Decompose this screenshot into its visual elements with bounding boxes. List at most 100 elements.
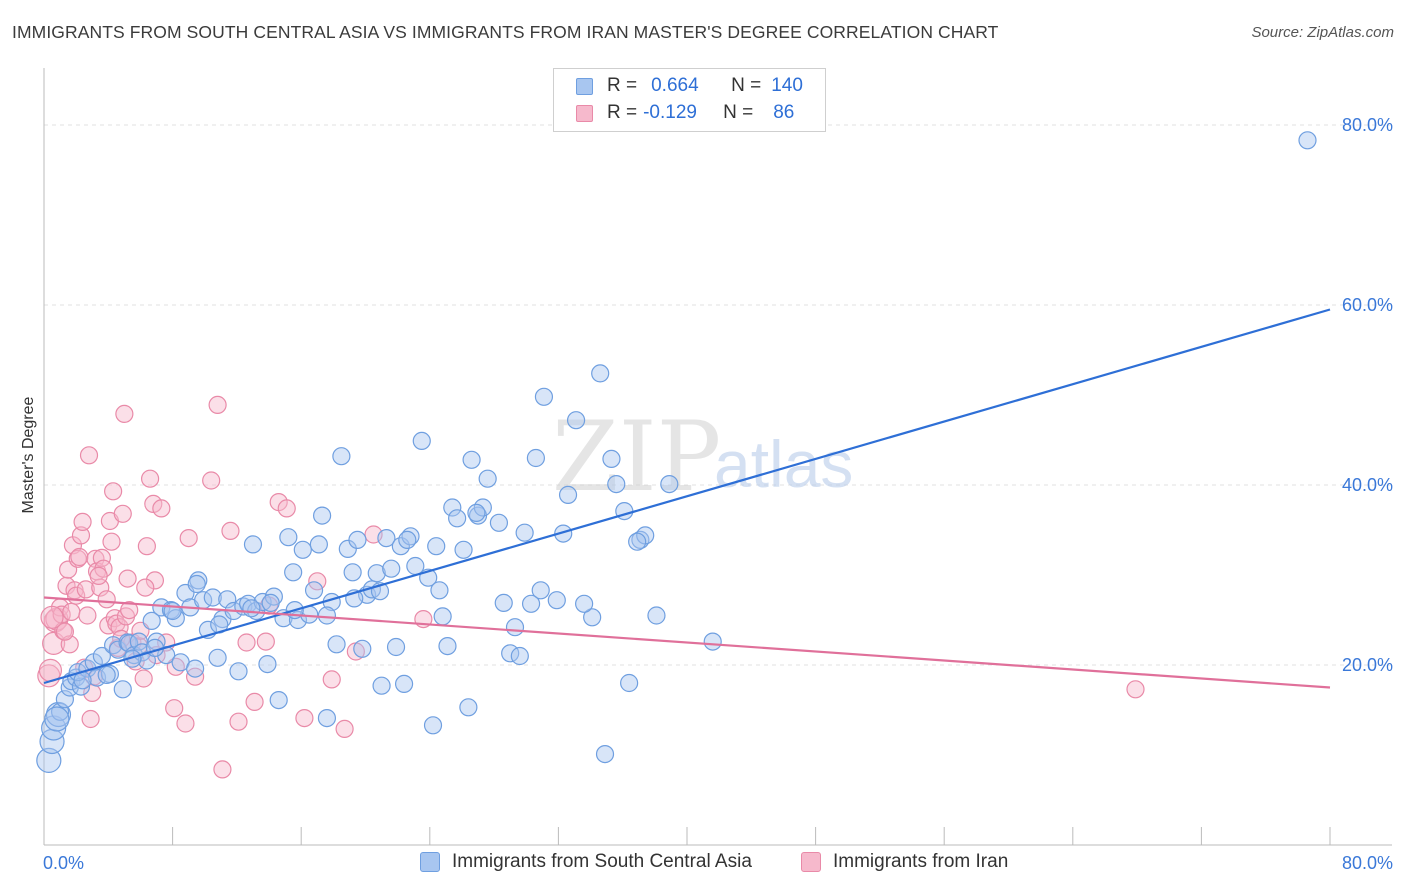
- iran-point: [70, 547, 89, 567]
- south-central-asia-point: [454, 540, 473, 559]
- iran-point: [208, 395, 227, 414]
- iran-point: [1126, 680, 1145, 699]
- south-central-asia-point: [377, 528, 396, 548]
- legend-r-label: R =: [607, 102, 638, 123]
- bottom-legend-swatch-pink: [801, 852, 821, 872]
- iran-trend-line: [43, 596, 1331, 689]
- south-central-asia-point: [203, 588, 222, 607]
- south-central-asia-points: [36, 131, 1317, 774]
- south-central-asia-point: [566, 411, 586, 430]
- south-central-asia-point: [534, 387, 554, 406]
- south-central-asia-point: [242, 599, 261, 618]
- iran-point: [118, 569, 137, 588]
- iran-point: [81, 709, 100, 729]
- south-central-asia-point: [55, 690, 74, 709]
- legend-n-value: 86: [773, 102, 795, 123]
- south-central-asia-point: [92, 646, 111, 666]
- south-central-asia-point: [430, 581, 449, 600]
- south-central-asia-point: [478, 469, 497, 488]
- south-central-asia-point: [36, 747, 62, 774]
- legend-r-label: R =: [607, 75, 638, 96]
- south-central-asia-point: [595, 744, 615, 764]
- south-central-asia-point: [394, 674, 414, 694]
- south-central-asia-point: [521, 594, 541, 613]
- south-central-asia-trend-line: [43, 308, 1331, 685]
- south-central-asia-point: [304, 581, 324, 600]
- south-central-asia-point: [703, 632, 722, 651]
- iran-point: [322, 670, 341, 689]
- south-central-asia-point: [607, 475, 626, 494]
- iran-point: [76, 580, 95, 599]
- south-central-asia-point: [327, 635, 346, 654]
- iran-point: [245, 692, 264, 712]
- stats-legend: R = 0.664 N = 140 R = -0.129 N = 86: [553, 68, 826, 132]
- iran-point: [176, 714, 195, 733]
- source-credit: Source: ZipAtlas.com: [1251, 24, 1394, 41]
- y-tick-label: 80.0%: [1342, 115, 1393, 135]
- iran-point: [40, 605, 64, 629]
- legend-row-south-central-asia: R = 0.664 N = 140: [576, 74, 803, 98]
- bottom-legend-south-central-asia: Immigrants from South Central Asia: [420, 851, 752, 873]
- iran-point: [71, 526, 91, 545]
- south-central-asia-point: [505, 618, 525, 637]
- south-central-asia-point: [547, 591, 566, 610]
- south-central-asia-point: [293, 540, 312, 559]
- legend-n-label: N =: [723, 102, 754, 123]
- iran-point: [91, 578, 110, 597]
- bottom-legend-swatch-blue: [420, 852, 440, 872]
- south-central-asia-point: [44, 706, 70, 732]
- legend-swatch-pink: [576, 104, 593, 122]
- south-central-asia-point: [459, 698, 478, 717]
- iran-point: [213, 760, 232, 779]
- iran-point: [78, 606, 97, 625]
- legend-n-label: N =: [731, 75, 762, 96]
- south-central-asia-point: [467, 503, 486, 523]
- south-central-asia-point: [438, 636, 457, 656]
- iran-point: [295, 708, 314, 728]
- south-central-asia-point: [353, 639, 372, 658]
- bottom-legend-label: Immigrants from South Central Asia: [452, 851, 752, 872]
- iran-point: [179, 528, 198, 548]
- south-central-asia-point: [382, 559, 401, 578]
- iran-point: [165, 699, 184, 718]
- iran-point: [134, 669, 153, 688]
- legend-r-value: 0.664: [651, 75, 699, 96]
- iran-point: [79, 446, 99, 465]
- axes: [43, 68, 1392, 846]
- iran-point: [145, 571, 165, 590]
- south-central-asia-point: [142, 611, 161, 631]
- south-central-asia-point: [97, 665, 116, 685]
- south-central-asia-point: [628, 532, 647, 551]
- south-central-asia-point: [412, 431, 431, 450]
- iran-point: [136, 578, 155, 597]
- iran-point: [237, 633, 256, 652]
- iran-point: [140, 469, 160, 488]
- south-central-asia-point: [398, 530, 417, 550]
- iran-point: [202, 471, 221, 490]
- south-central-asia-point: [647, 606, 666, 625]
- south-central-asia-point: [258, 654, 277, 674]
- south-central-asia-point: [591, 364, 610, 383]
- south-central-asia-point: [448, 509, 467, 528]
- iran-point: [97, 590, 116, 609]
- south-central-asia-point: [348, 530, 367, 550]
- y-tick-label: 20.0%: [1342, 655, 1393, 675]
- south-central-asia-point: [620, 673, 639, 693]
- gridlines: [44, 124, 1392, 666]
- south-central-asia-point: [602, 449, 621, 468]
- x-tick-label: 0.0%: [43, 853, 84, 873]
- south-central-asia-point: [261, 593, 280, 613]
- iran-point: [335, 719, 354, 739]
- iran-point: [152, 499, 171, 518]
- y-tick-label: 40.0%: [1342, 475, 1393, 495]
- south-central-asia-point: [218, 590, 237, 609]
- south-central-asia-point: [433, 607, 452, 626]
- legend-n-value: 140: [771, 75, 803, 96]
- iran-point: [89, 566, 108, 586]
- south-central-asia-point: [284, 563, 303, 582]
- south-central-asia-point: [187, 574, 206, 594]
- iran-point: [137, 537, 156, 556]
- south-central-asia-point: [108, 640, 128, 659]
- legend-swatch-blue: [576, 77, 593, 95]
